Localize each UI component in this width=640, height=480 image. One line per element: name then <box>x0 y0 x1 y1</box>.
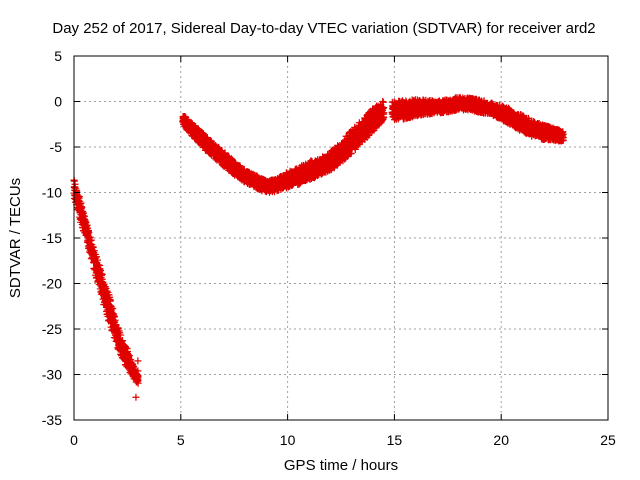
x-tick-label: 0 <box>70 432 78 448</box>
data-points <box>70 93 567 401</box>
data-point <box>93 256 101 264</box>
x-tick-label: 20 <box>493 432 509 448</box>
x-axis-label: GPS time / hours <box>284 457 398 474</box>
data-point <box>90 247 98 255</box>
y-tick-label: 0 <box>54 94 62 110</box>
y-tick-label: 5 <box>54 48 62 64</box>
data-point <box>85 229 93 237</box>
data-point <box>109 304 117 312</box>
y-tick-label: -5 <box>50 139 63 155</box>
x-tick-label: 10 <box>280 432 296 448</box>
data-point <box>97 267 105 275</box>
y-tick-label: -30 <box>42 367 62 383</box>
y-axis-label: SDTVAR / TECUs <box>7 178 24 298</box>
y-tick-label: -20 <box>42 276 62 292</box>
x-tick-label: 25 <box>600 432 616 448</box>
data-point <box>106 296 114 304</box>
x-tick-label: 15 <box>387 432 403 448</box>
y-tick-label: -15 <box>42 230 62 246</box>
x-tick-label: 5 <box>177 432 185 448</box>
y-tick-label: -35 <box>42 412 62 428</box>
data-point <box>101 283 109 291</box>
y-tick-label: -25 <box>42 321 62 337</box>
y-tick-label: -10 <box>42 185 62 201</box>
chart-title: Day 252 of 2017, Sidereal Day-to-day VTE… <box>52 20 595 37</box>
data-point <box>117 331 125 339</box>
data-point <box>92 253 100 261</box>
